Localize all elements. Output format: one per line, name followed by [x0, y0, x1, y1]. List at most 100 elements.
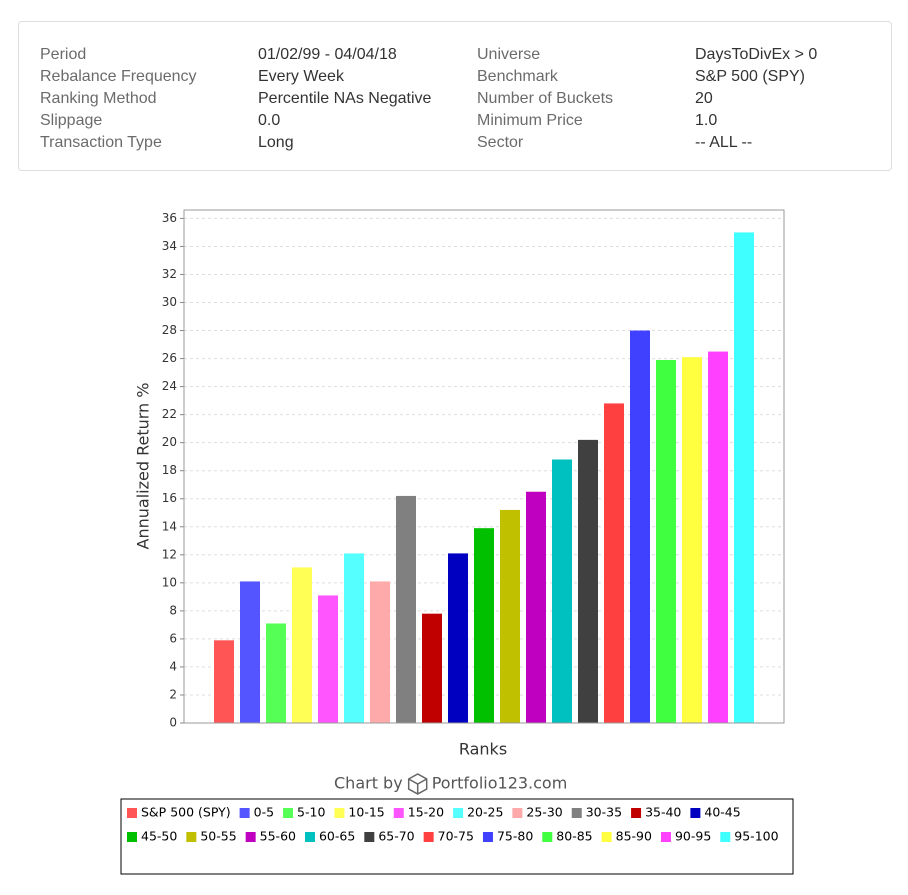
setting-label: Number of Buckets	[477, 90, 614, 107]
legend-swatch	[245, 832, 256, 842]
legend-label: 35-40	[645, 805, 681, 820]
legend-swatch	[482, 832, 493, 842]
legend-label: 50-55	[200, 829, 236, 844]
legend-label: 75-80	[497, 829, 533, 844]
legend-label: 45-50	[141, 829, 177, 844]
legend-label: S&P 500 (SPY)	[141, 805, 231, 820]
setting-value: 20	[695, 90, 713, 107]
legend-swatch	[601, 832, 612, 842]
y-tick-label: 32	[162, 267, 177, 281]
setting-label: Ranking Method	[40, 90, 157, 107]
setting-value: 1.0	[695, 112, 718, 129]
bar	[500, 509, 520, 723]
y-tick-label: 2	[169, 687, 177, 701]
legend-label: 55-60	[260, 829, 296, 844]
legend-swatch	[660, 832, 671, 842]
bar	[448, 553, 468, 723]
setting-value: S&P 500 (SPY)	[695, 68, 805, 85]
setting-label: Universe	[477, 46, 541, 63]
legend-label: 70-75	[438, 829, 474, 844]
y-tick-label: 12	[162, 547, 177, 561]
y-tick-label: 14	[162, 519, 177, 533]
legend-label: 60-65	[319, 829, 355, 844]
bar	[604, 403, 624, 723]
y-tick-label: 22	[162, 407, 177, 421]
setting-label: Benchmark	[477, 68, 558, 85]
bar	[708, 351, 728, 723]
legend-swatch	[453, 808, 464, 818]
bar	[656, 359, 676, 723]
bar	[630, 330, 650, 723]
bar	[422, 613, 442, 723]
legend-swatch	[423, 832, 434, 842]
credit-text: Chart by	[334, 774, 403, 793]
plot-border	[183, 209, 785, 724]
legend-label: 20-25	[467, 805, 503, 820]
bar	[240, 581, 260, 723]
y-axis-label: Annualized Return %	[134, 383, 153, 550]
legend-swatch	[283, 808, 294, 818]
setting-label: Sector	[477, 134, 524, 151]
y-tick-label: 10	[162, 575, 177, 589]
legend-label: 5-10	[297, 805, 325, 820]
y-tick-label: 18	[162, 463, 177, 477]
legend-swatch	[393, 808, 404, 818]
bar	[474, 528, 494, 723]
y-tick-label: 16	[162, 491, 177, 505]
legend-label: 0-5	[254, 805, 274, 820]
y-tick-label: 26	[162, 351, 177, 365]
setting-label: Period	[40, 46, 87, 63]
legend-swatch	[304, 832, 315, 842]
credit-icon	[407, 773, 428, 795]
bar	[214, 640, 234, 723]
legend-label: 90-95	[675, 829, 711, 844]
legend-swatch	[542, 832, 553, 842]
legend-swatch	[690, 808, 701, 818]
bar	[396, 495, 416, 723]
setting-value: 0.0	[258, 112, 281, 129]
bar	[344, 553, 364, 723]
legend-label: 80-85	[556, 829, 592, 844]
legend-label: 95-100	[734, 829, 778, 844]
legend-label: 65-70	[378, 829, 414, 844]
legend-swatch	[631, 808, 642, 818]
legend-swatch	[186, 832, 197, 842]
bar	[526, 491, 546, 723]
setting-label: Rebalance Frequency	[40, 68, 197, 85]
setting-label: Slippage	[40, 112, 103, 129]
legend-swatch	[571, 808, 582, 818]
y-tick-label: 34	[162, 239, 177, 253]
legend-swatch	[127, 832, 137, 842]
bar	[292, 567, 312, 723]
legend-swatch	[239, 808, 250, 818]
y-tick-label: 28	[162, 323, 177, 337]
bar	[734, 232, 754, 724]
setting-value: Long	[258, 134, 294, 151]
bar	[318, 595, 338, 723]
summary-panel: Period 01/02/99 - 04/04/18 Universe DaysToD…	[18, 21, 892, 171]
legend-swatch	[334, 808, 345, 818]
legend-label: 85-90	[616, 829, 652, 844]
legend-label: 15-20	[408, 805, 444, 820]
y-tick-label: 8	[169, 603, 177, 617]
bar	[266, 623, 286, 723]
legend-swatch	[364, 832, 375, 842]
bar	[578, 439, 598, 723]
bar	[552, 459, 572, 723]
x-axis-label: Ranks	[459, 740, 507, 759]
setting-label: Transaction Type	[40, 134, 162, 151]
legend-label: 30-35	[586, 805, 622, 820]
credit-brand: Portfolio123.com	[432, 774, 568, 793]
legend-label: 10-15	[348, 805, 384, 820]
y-tick-label: 0	[169, 716, 177, 730]
legend-swatch	[720, 832, 731, 842]
y-tick-label: 30	[162, 295, 177, 309]
y-tick-label: 24	[162, 379, 177, 393]
setting-value: Percentile NAs Negative	[258, 90, 432, 107]
legend-swatch	[127, 808, 137, 818]
bar	[370, 581, 390, 723]
setting-value: Every Week	[258, 68, 344, 85]
setting-label: Minimum Price	[477, 112, 583, 129]
